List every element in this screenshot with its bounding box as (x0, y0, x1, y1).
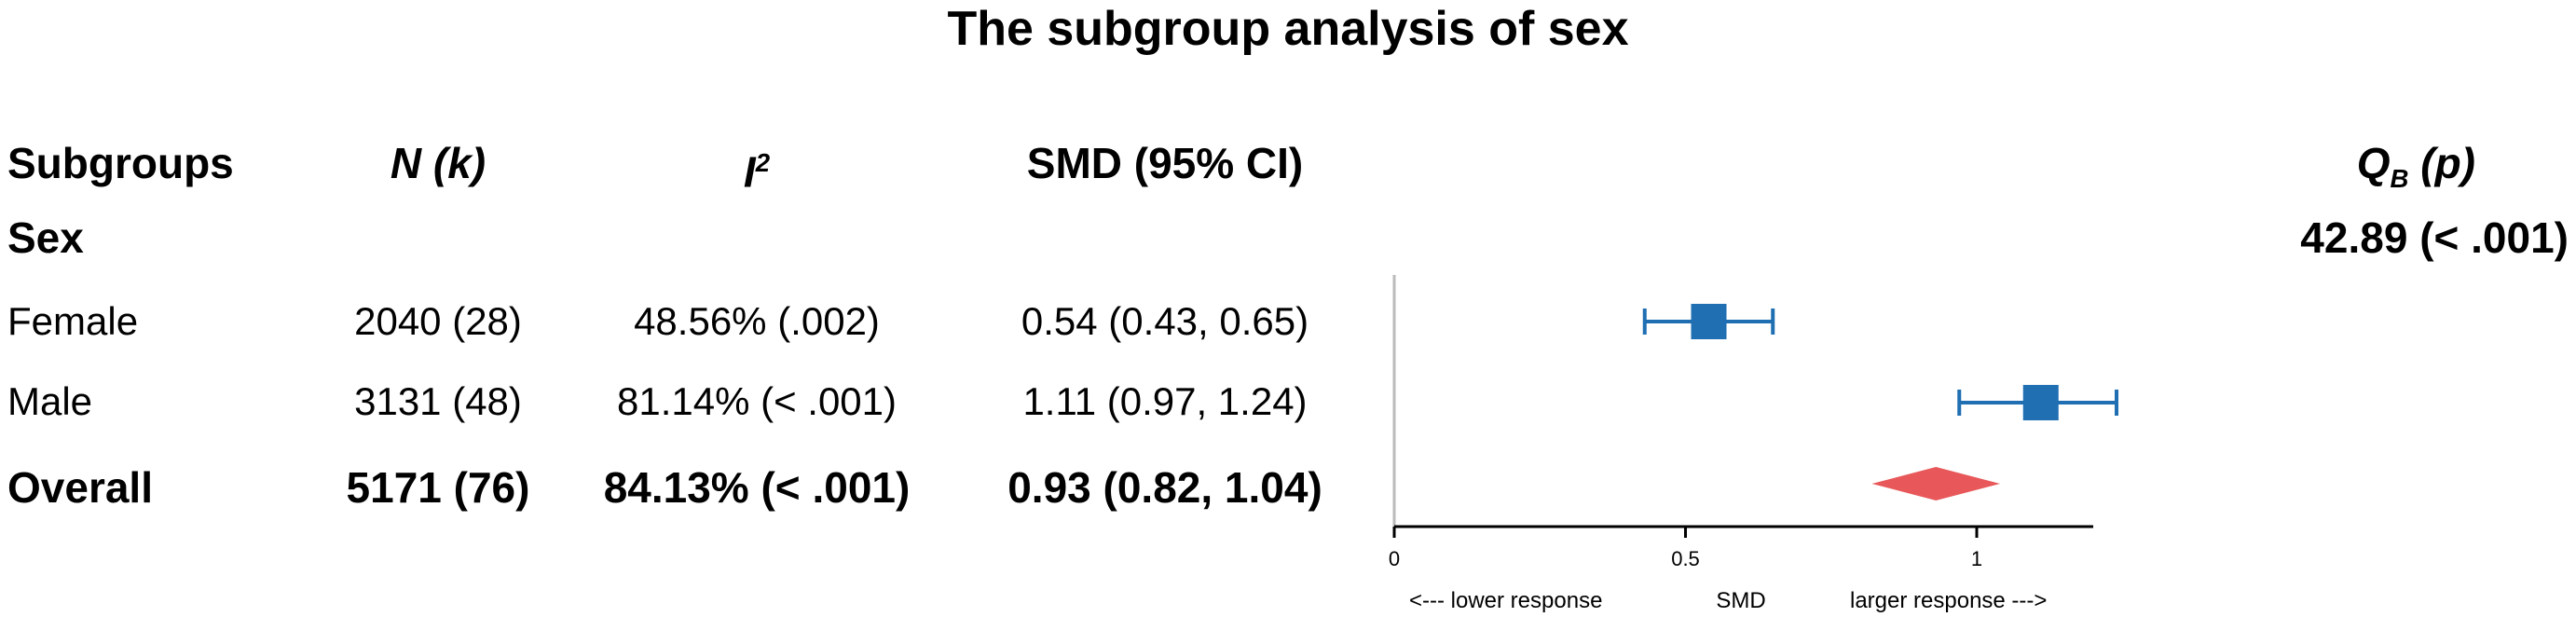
row-smd: 1.11 (0.97, 1.24) (1022, 379, 1308, 423)
row-i2: 48.56% (.002) (634, 299, 880, 343)
header-subgroups: Subgroups (7, 139, 234, 187)
row-n: 3131 (48) (354, 379, 522, 423)
summary-diamond (1871, 467, 2000, 500)
group-qb-value: 42.89 (< .001) (2300, 213, 2569, 262)
lower-response-label: <--- lower response (1409, 588, 1602, 613)
group-label: Sex (7, 213, 84, 262)
point-estimate (2022, 385, 2059, 420)
chart-title: The subgroup analysis of sex (947, 2, 1629, 56)
overall-i2: 84.13% (< .001) (603, 463, 911, 512)
header-i-squared: I2 (744, 138, 770, 197)
header-qb-base: Q (2356, 139, 2391, 187)
row-label: Male (7, 379, 93, 423)
overall-n: 5171 (76) (346, 463, 530, 512)
x-axis-label: SMD (1716, 588, 1765, 613)
x-tick-label: 0 (1389, 547, 1400, 570)
header-qb-p-text: (p) (2408, 139, 2475, 187)
x-tick-label: 0.5 (1671, 547, 1700, 570)
x-tick-label: 1 (1971, 547, 1982, 570)
header-i-squared-base: I (743, 147, 756, 197)
header-i-squared-sup: 2 (755, 148, 771, 177)
row-n: 2040 (28) (354, 299, 522, 343)
overall-label: Overall (7, 463, 153, 512)
row-smd: 0.54 (0.43, 0.65) (1021, 299, 1309, 343)
overall-smd: 0.93 (0.82, 1.04) (1007, 463, 1322, 512)
header-qb-sub: B (2390, 164, 2409, 194)
header-smd-ci: SMD (95% CI) (1026, 139, 1304, 187)
row-i2: 81.14% (< .001) (616, 379, 897, 423)
point-estimate (1691, 304, 1727, 339)
row-label: Female (7, 299, 139, 343)
header-qb-p: QB (p) (2357, 138, 2475, 204)
larger-response-label: larger response ---> (1850, 588, 2047, 613)
header-n-k: N (k) (390, 139, 486, 187)
